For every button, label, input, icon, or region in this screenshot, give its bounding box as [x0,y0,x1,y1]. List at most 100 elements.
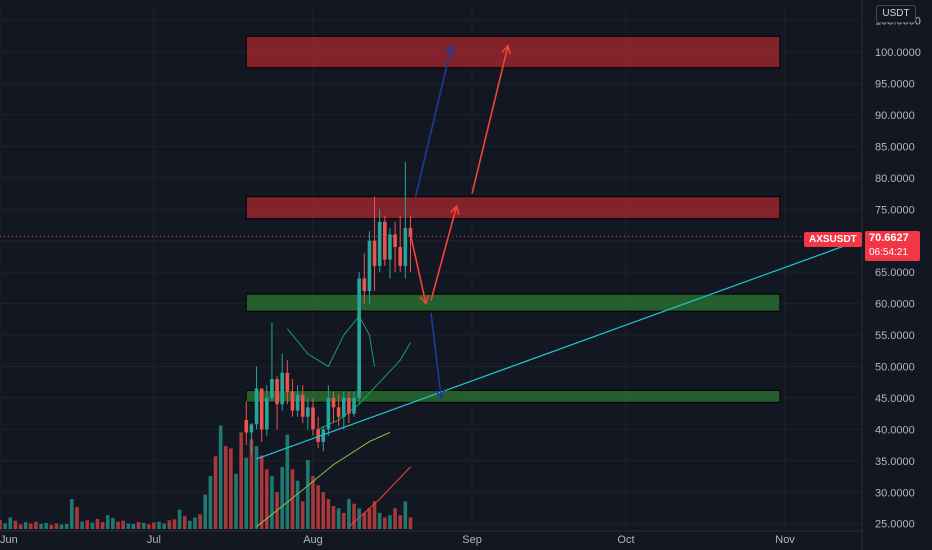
volume-bar [326,499,331,529]
candle-body [403,228,408,266]
volume-bar [388,515,392,529]
last-price-label: 70.6627 06:54:21 [865,231,920,261]
volume-bar [136,522,141,529]
candle-body [265,397,269,430]
candlesticks [244,162,413,455]
volume-bars [0,425,413,529]
volume-bar [3,523,7,529]
volume-bar [213,456,218,529]
bar-countdown: 06:54:21 [869,247,908,258]
volume-bar [116,521,120,529]
volume-bar [218,425,223,529]
candle-body [321,429,326,442]
volume-bar [162,523,166,529]
volume-bar [357,508,361,529]
volume-bar [398,515,403,529]
arrow-head [435,389,446,400]
volume-bar [0,519,2,529]
candle-body [341,397,346,417]
volume-bar [105,515,110,529]
candle-body [398,246,403,266]
volume-bar [362,512,367,529]
projection-arrows[interactable] [409,44,512,400]
candle-body [388,234,392,260]
candle-body [275,379,279,405]
volume-bar [290,469,295,529]
x-tick-label: Jul [147,534,161,546]
symbol-label: AXSUSDT [804,232,862,247]
arrow-head [449,204,460,216]
volume-bar [306,460,310,529]
volume-bar [111,517,115,529]
candle-body [244,419,249,433]
y-tick-label: 90.0000 [875,110,915,122]
volume-bar [167,520,172,529]
volume-ma-line [348,466,411,528]
resistance-zone [245,196,781,220]
time-axis[interactable]: Jun Jul Aug Sep Oct Nov [0,530,862,546]
volume-bar [198,514,202,529]
currency-selector[interactable]: USDT [876,5,916,23]
bollinger-line [317,342,411,430]
y-tick-label: 100.0000 [875,47,921,59]
volume-bar [403,501,408,529]
volume-bar [152,522,156,529]
volume-bar [208,476,213,529]
volume-bar [75,506,79,529]
volume-bar [254,446,259,529]
volume-bar [18,524,23,529]
support-zone [245,389,781,403]
bollinger-line [286,315,376,368]
candle-body [326,397,331,430]
volume-bar [383,517,387,529]
price-axis-background [862,0,932,550]
candle-body [393,234,397,247]
y-tick-label: 40.0000 [875,424,915,436]
price-axis[interactable]: 105.0000100.000095.000090.000085.000080.… [861,0,932,550]
y-tick-label: 25.0000 [875,519,915,531]
trendline[interactable] [256,244,847,460]
volume-bar [39,523,43,529]
volume-bar [316,485,320,529]
volume-bar [234,473,238,529]
volume-bar [157,521,161,529]
candle-body [331,397,336,408]
y-tick-label: 85.0000 [875,141,915,153]
volume-bar [95,518,100,529]
candle-body [300,394,305,417]
volume-bar [321,492,326,529]
y-tick-label: 65.0000 [875,267,915,279]
arrow-shaft [414,45,453,197]
candle-body [377,221,382,266]
arrow-shaft [430,205,458,301]
candle-body [408,228,413,237]
volume-bar [229,448,233,529]
volume-bar [259,455,264,529]
volume-bar [85,520,90,529]
volume-bar [336,508,341,529]
volume-bar [331,506,336,529]
volume-bar [131,523,136,529]
volume-bar [347,499,351,529]
arrow-head [444,44,455,55]
candle-body [383,221,387,260]
volume-ma-line [256,431,391,528]
volume-bar [300,501,305,529]
y-tick-label: 75.0000 [875,204,915,216]
candle-body [367,240,372,292]
volume-bar [64,523,69,529]
y-tick-label: 45.0000 [875,393,915,405]
candle-body [254,388,259,425]
candle-body [259,388,264,430]
arrow-shaft [409,234,427,304]
volume-bar [203,494,208,529]
volume-bar [141,523,146,529]
volume-bar [8,517,13,529]
price-zones [245,35,781,403]
volume-bar [177,509,182,529]
candle-body [372,240,377,266]
x-tick-label: Nov [775,534,795,546]
volume-bar [182,516,187,529]
y-tick-label: 30.0000 [875,487,915,499]
